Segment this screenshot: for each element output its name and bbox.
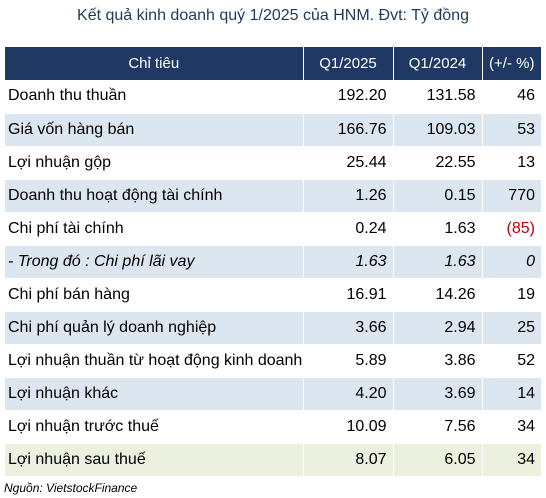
value-q1-2025: 192.20 [303, 80, 394, 114]
value-change: 46 [482, 80, 541, 114]
value-q1-2024: 2.94 [393, 311, 483, 345]
value-q1-2024: 6.05 [393, 443, 483, 477]
row-label: Chi phí quản lý doanh nghiệp [5, 311, 304, 345]
table-row: Doanh thu thuần 192.20 131.58 46 [5, 80, 541, 114]
value-q1-2024: 14.26 [393, 278, 483, 312]
value-q1-2024: 1.63 [393, 212, 483, 246]
table-row: Chi phí bán hàng 16.91 14.26 19 [5, 278, 541, 312]
table-row: - Trong đó : Chi phí lãi vay 1.63 1.63 0 [5, 245, 541, 279]
row-label: Chi phí bán hàng [5, 278, 304, 312]
table-row: Chi phí tài chính 0.24 1.63 (85) [5, 212, 541, 246]
value-q1-2025: 3.66 [303, 311, 394, 345]
column-header-q1-2024: Q1/2024 [393, 47, 483, 80]
column-header-q1-2025: Q1/2025 [303, 47, 394, 80]
value-q1-2025: 4.20 [303, 377, 394, 411]
row-label: Lợi nhuận khác [5, 377, 304, 411]
value-q1-2024: 22.55 [393, 146, 483, 180]
value-change: 25 [482, 311, 541, 345]
row-label: Lợi nhuận thuần từ hoạt động kinh doanh [5, 344, 304, 378]
value-q1-2025: 25.44 [303, 146, 394, 180]
table-row: Lợi nhuận thuần từ hoạt động kinh doanh 5… [5, 344, 541, 378]
row-label: - Trong đó : Chi phí lãi vay [5, 245, 304, 279]
value-q1-2024: 109.03 [393, 113, 483, 147]
table-row: Lợi nhuận gộp 25.44 22.55 13 [5, 146, 541, 180]
value-change: 13 [482, 146, 541, 180]
value-q1-2024: 1.63 [393, 245, 483, 279]
row-label: Lợi nhuận trước thuế [5, 410, 304, 444]
financial-results-table: Chỉ tiêu Q1/2025 Q1/2024 (+/- %) Doanh t… [5, 47, 541, 477]
table-row: Lợi nhuận trước thuế 10.09 7.56 34 [5, 410, 541, 444]
value-q1-2025: 1.63 [303, 245, 394, 279]
value-change: 770 [482, 179, 541, 213]
row-label: Lợi nhuận gộp [5, 146, 304, 180]
value-q1-2024: 3.69 [393, 377, 483, 411]
row-label: Doanh thu thuần [5, 80, 304, 114]
value-change: 53 [482, 113, 541, 147]
column-header-change: (+/- %) [482, 47, 541, 80]
table-header-row: Chỉ tiêu Q1/2025 Q1/2024 (+/- %) [5, 47, 541, 80]
value-change: 52 [482, 344, 541, 378]
table-row: Lợi nhuận khác 4.20 3.69 14 [5, 377, 541, 411]
page-title: Kết quả kinh doanh quý 1/2025 của HNM. Đ… [77, 7, 469, 24]
value-q1-2025: 1.26 [303, 179, 394, 213]
value-q1-2024: 7.56 [393, 410, 483, 444]
row-label: Lợi nhuận sau thuế [5, 443, 304, 477]
source-note: Nguồn: VietstockFinance [4, 481, 138, 495]
value-change: 14 [482, 377, 541, 411]
value-q1-2024: 131.58 [393, 80, 483, 114]
value-q1-2024: 3.86 [393, 344, 483, 378]
table-row: Doanh thu hoạt động tài chính 1.26 0.15 770 [5, 179, 541, 213]
value-change: 34 [482, 443, 541, 477]
value-change: 34 [482, 410, 541, 444]
table-row: Chi phí quản lý doanh nghiệp 3.66 2.94 25 [5, 311, 541, 345]
row-label: Doanh thu hoạt động tài chính [5, 179, 304, 213]
row-label: Chi phí tài chính [5, 212, 304, 246]
column-header-indicator: Chỉ tiêu [5, 47, 304, 80]
value-q1-2025: 16.91 [303, 278, 394, 312]
value-q1-2025: 8.07 [303, 443, 394, 477]
table-row: Giá vốn hàng bán 166.76 109.03 53 [5, 113, 541, 147]
value-q1-2024: 0.15 [393, 179, 483, 213]
value-change: 0 [482, 245, 541, 279]
table-row: Lợi nhuận sau thuế 8.07 6.05 34 [5, 443, 541, 477]
value-change: (85) [482, 212, 541, 246]
row-label: Giá vốn hàng bán [5, 113, 304, 147]
value-q1-2025: 10.09 [303, 410, 394, 444]
table-body: Doanh thu thuần 192.20 131.58 46 Giá vốn hàn… [5, 80, 541, 477]
value-q1-2025: 0.24 [303, 212, 394, 246]
value-q1-2025: 5.89 [303, 344, 394, 378]
value-change: 19 [482, 278, 541, 312]
value-q1-2025: 166.76 [303, 113, 394, 147]
